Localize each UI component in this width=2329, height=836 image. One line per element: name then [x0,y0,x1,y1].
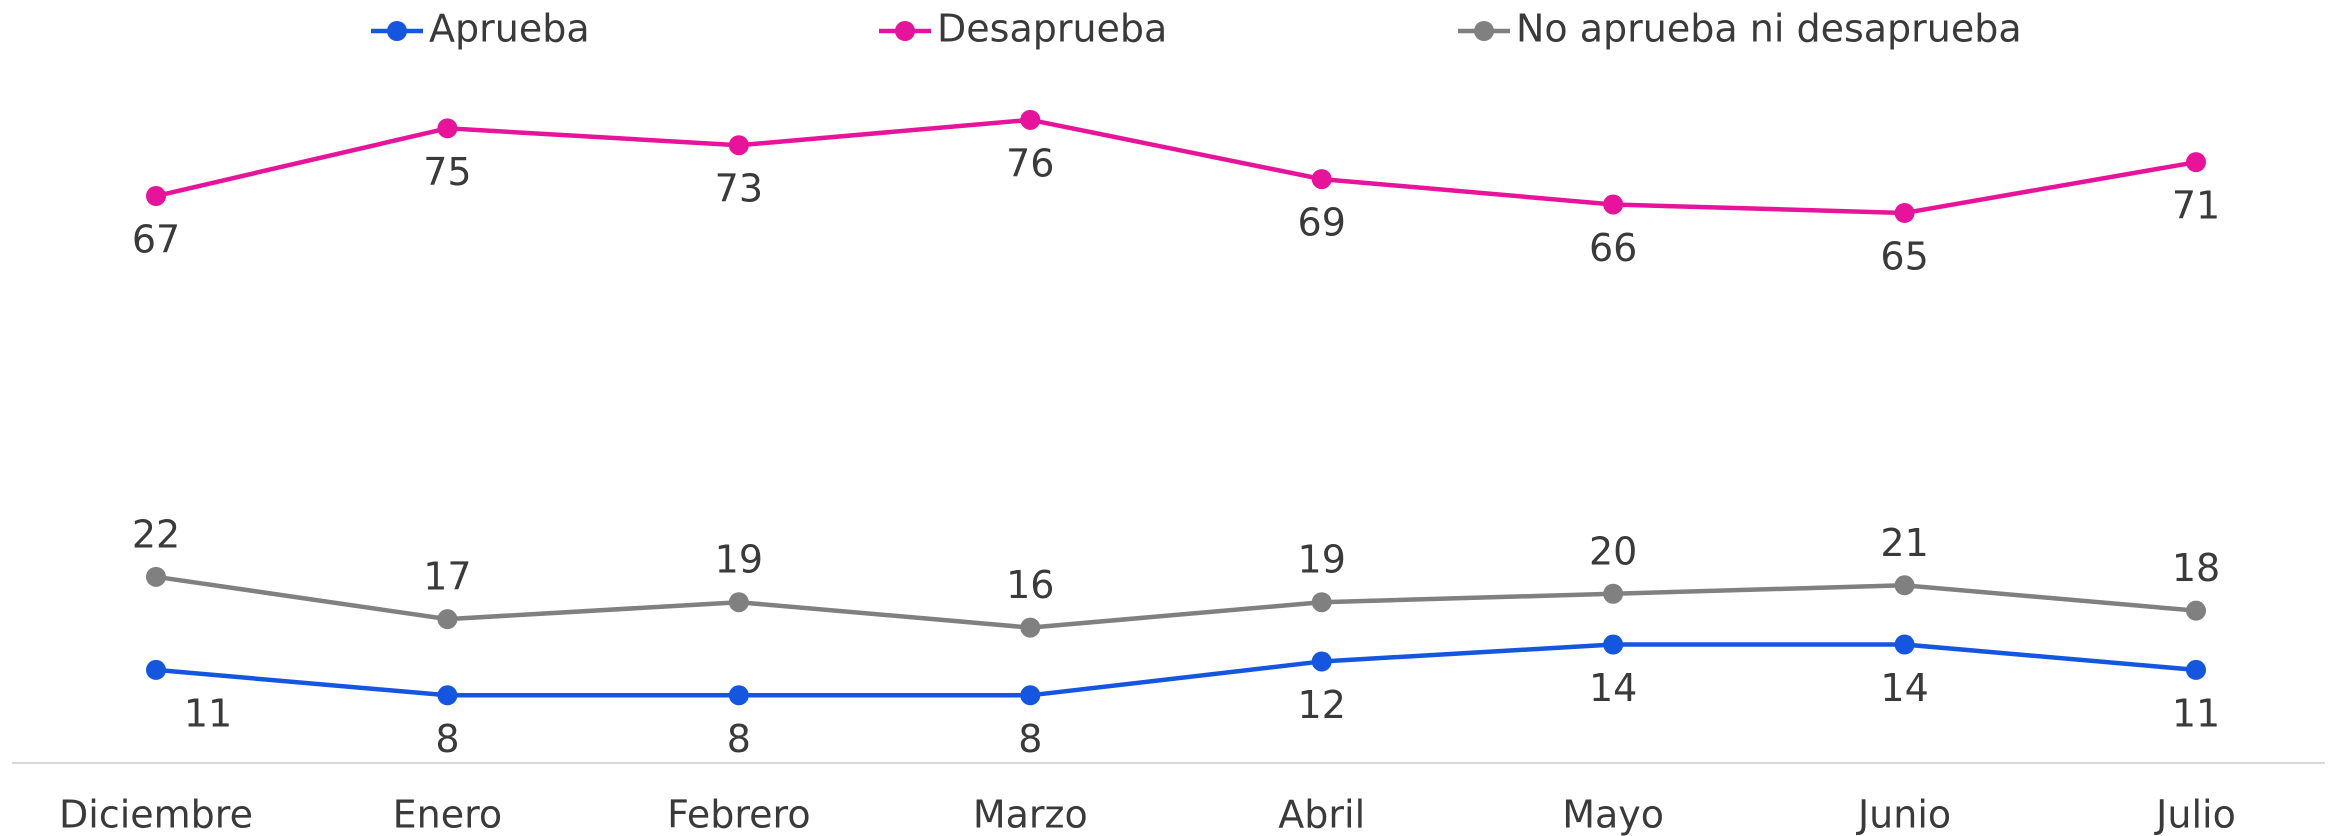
point [728,592,749,613]
data-label: 11 [184,691,232,735]
point [1311,592,1332,613]
data-label: 19 [1298,538,1346,582]
point [1311,651,1332,672]
x-tick-label: Marzo [973,793,1088,836]
data-label: 65 [1880,234,1928,278]
data-label: 11 [2172,691,2220,735]
point [146,659,166,680]
data-label: 66 [1589,226,1637,270]
point [1020,109,1041,130]
point [2186,659,2206,680]
data-label: 14 [1880,666,1928,710]
point [2186,152,2206,173]
legend-marker [895,21,915,41]
data-label: 20 [1589,529,1637,573]
point [1894,575,1915,596]
point [1894,202,1915,223]
point [2186,600,2206,621]
data-label: 12 [1298,683,1346,727]
series-line [155,574,2197,630]
legend-label: Aprueba [429,7,590,51]
point [437,609,458,630]
legend-label: No aprueba ni desaprueba [1516,7,2022,51]
series-line [155,117,2197,216]
x-tick-label: Julio [2154,793,2236,836]
point [1603,634,1624,655]
point [437,118,458,139]
x-tick-label: Abril [1278,793,1365,836]
x-tick-label: Mayo [1562,793,1664,836]
data-label: 8 [727,717,751,761]
point [437,685,458,706]
data-label: 21 [1880,521,1928,565]
data-label: 14 [1589,666,1637,710]
data-label: 75 [423,150,471,194]
data-label: 17 [423,555,471,599]
data-label: 71 [2172,184,2220,228]
legend-marker [387,21,407,41]
data-label: 8 [435,717,459,761]
x-tick-label: Junio [1856,793,1951,836]
data-label: 76 [1006,141,1054,185]
legend-label: Desaprueba [937,7,1167,51]
point [728,685,749,706]
data-label: 67 [132,218,180,262]
data-label: 69 [1298,201,1346,245]
point [146,566,166,587]
point [1894,634,1915,655]
point [1311,169,1332,190]
data-label: 16 [1006,563,1054,607]
x-tick-label: Diciembre [59,793,253,836]
data-label: 73 [715,167,763,211]
data-label: 8 [1018,717,1042,761]
point [146,186,166,207]
point [1603,194,1624,215]
data-label: 19 [715,538,763,582]
point [1020,617,1041,638]
legend-marker [1474,21,1494,41]
data-label: 18 [2172,546,2220,590]
x-tick-label: Enero [393,793,503,836]
point [728,135,749,156]
x-tick-label: Febrero [667,793,810,836]
data-label: 22 [132,512,180,556]
point [1020,685,1041,706]
point [1603,583,1624,604]
series-line [155,642,2197,698]
